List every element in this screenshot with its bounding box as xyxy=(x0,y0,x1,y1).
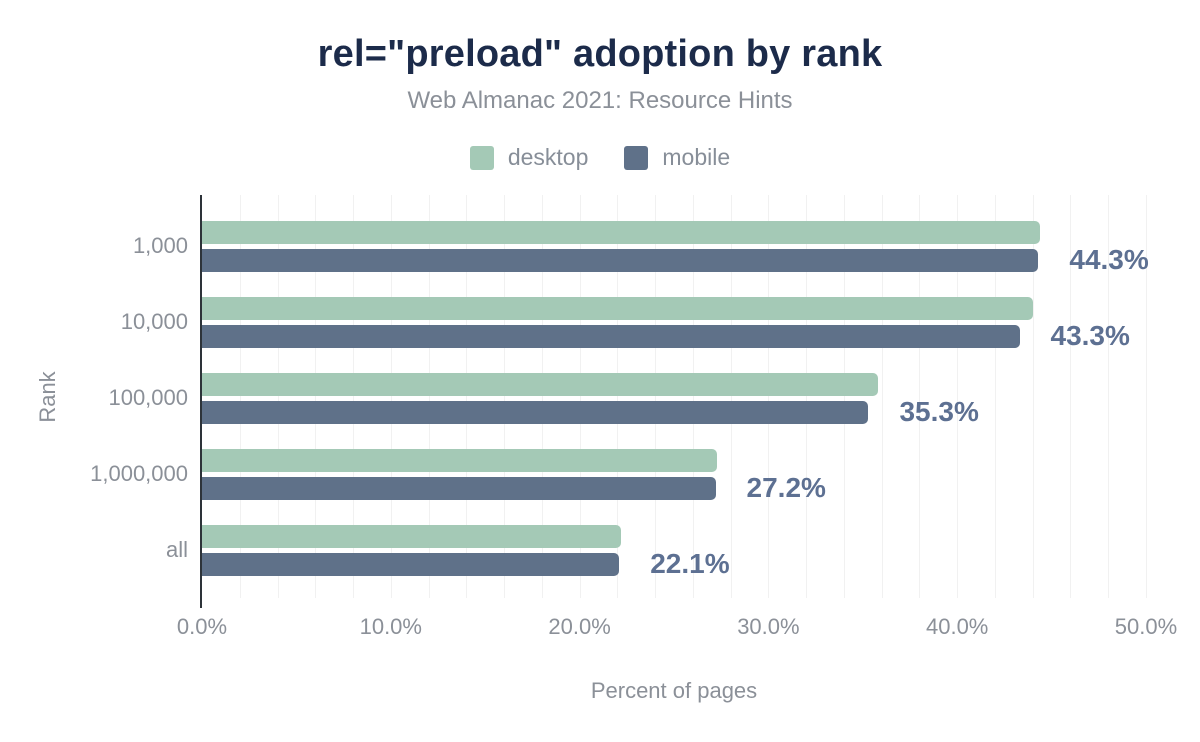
legend: desktop mobile xyxy=(0,144,1200,171)
bar-desktop-all xyxy=(202,524,622,548)
gridline xyxy=(881,195,883,598)
gridline xyxy=(541,195,543,598)
bar-mobile-all xyxy=(202,552,620,576)
legend-item-desktop: desktop xyxy=(469,144,589,171)
value-label-all: 22.1% xyxy=(650,548,730,579)
x-tick-label-50: 50.0% xyxy=(1114,614,1178,639)
gridline xyxy=(315,195,317,598)
bar-mobile-1000000 xyxy=(202,476,716,500)
gridline xyxy=(353,195,355,598)
bar-desktop-10000 xyxy=(202,296,1033,320)
gridline xyxy=(655,195,657,598)
gridline xyxy=(239,195,241,598)
gridline xyxy=(1108,195,1110,598)
y-tick-label-1000: 1,000 xyxy=(132,233,188,258)
y-tick-label-100000: 100,000 xyxy=(108,385,188,410)
bar-desktop-1000 xyxy=(202,220,1041,244)
y-tick-label-all: all xyxy=(165,537,188,562)
legend-swatch-desktop xyxy=(469,145,494,170)
legend-swatch-mobile xyxy=(624,145,649,170)
gridline xyxy=(1032,195,1034,598)
value-label-1000000: 27.2% xyxy=(746,472,826,503)
gridline xyxy=(692,195,694,598)
gridline xyxy=(730,195,732,598)
gridline xyxy=(579,195,581,598)
x-tick-label-40: 40.0% xyxy=(925,614,989,639)
x-axis-title: Percent of pages xyxy=(590,678,758,703)
gridline xyxy=(919,195,921,598)
gridline xyxy=(504,195,506,598)
value-label-1000: 44.3% xyxy=(1069,244,1149,275)
gridline xyxy=(1146,195,1147,598)
x-tick-label-10: 10.0% xyxy=(359,614,422,639)
bar-mobile-100000 xyxy=(202,400,869,424)
value-label-100000: 35.3% xyxy=(899,396,979,427)
gridline xyxy=(957,195,959,598)
plot-area: 44.3% 43.3% 35.3% 27.2% 22.1% xyxy=(202,195,1149,598)
legend-item-mobile: mobile xyxy=(624,144,730,171)
y-tick-label-1000000: 1,000,000 xyxy=(90,461,188,486)
y-tick-label-10000: 10,000 xyxy=(120,309,188,334)
gridline xyxy=(768,195,770,598)
gridline xyxy=(1070,195,1072,598)
x-tick-label-20: 20.0% xyxy=(548,614,611,639)
gridline xyxy=(277,195,279,598)
bar-mobile-1000 xyxy=(202,248,1039,272)
value-label-10000: 43.3% xyxy=(1050,320,1130,351)
chart-title: rel="preload" adoption by rank xyxy=(317,33,883,75)
x-tick-label-30: 30.0% xyxy=(737,614,800,639)
chart-subtitle: Web Almanac 2021: Resource Hints xyxy=(407,87,793,114)
bar-desktop-1000000 xyxy=(202,448,718,472)
y-axis-line xyxy=(200,195,202,608)
bar-mobile-10000 xyxy=(202,324,1020,348)
gridline xyxy=(806,195,808,598)
gridline xyxy=(428,195,430,598)
gridline xyxy=(843,195,845,598)
legend-label: desktop xyxy=(507,144,589,170)
gridline xyxy=(994,195,996,598)
gridline xyxy=(617,195,619,598)
bar-desktop-100000 xyxy=(202,372,878,396)
gridline xyxy=(466,195,468,598)
x-tick-label-0: 0.0% xyxy=(176,614,228,639)
legend-label: mobile xyxy=(662,144,731,170)
gridline xyxy=(390,195,392,598)
